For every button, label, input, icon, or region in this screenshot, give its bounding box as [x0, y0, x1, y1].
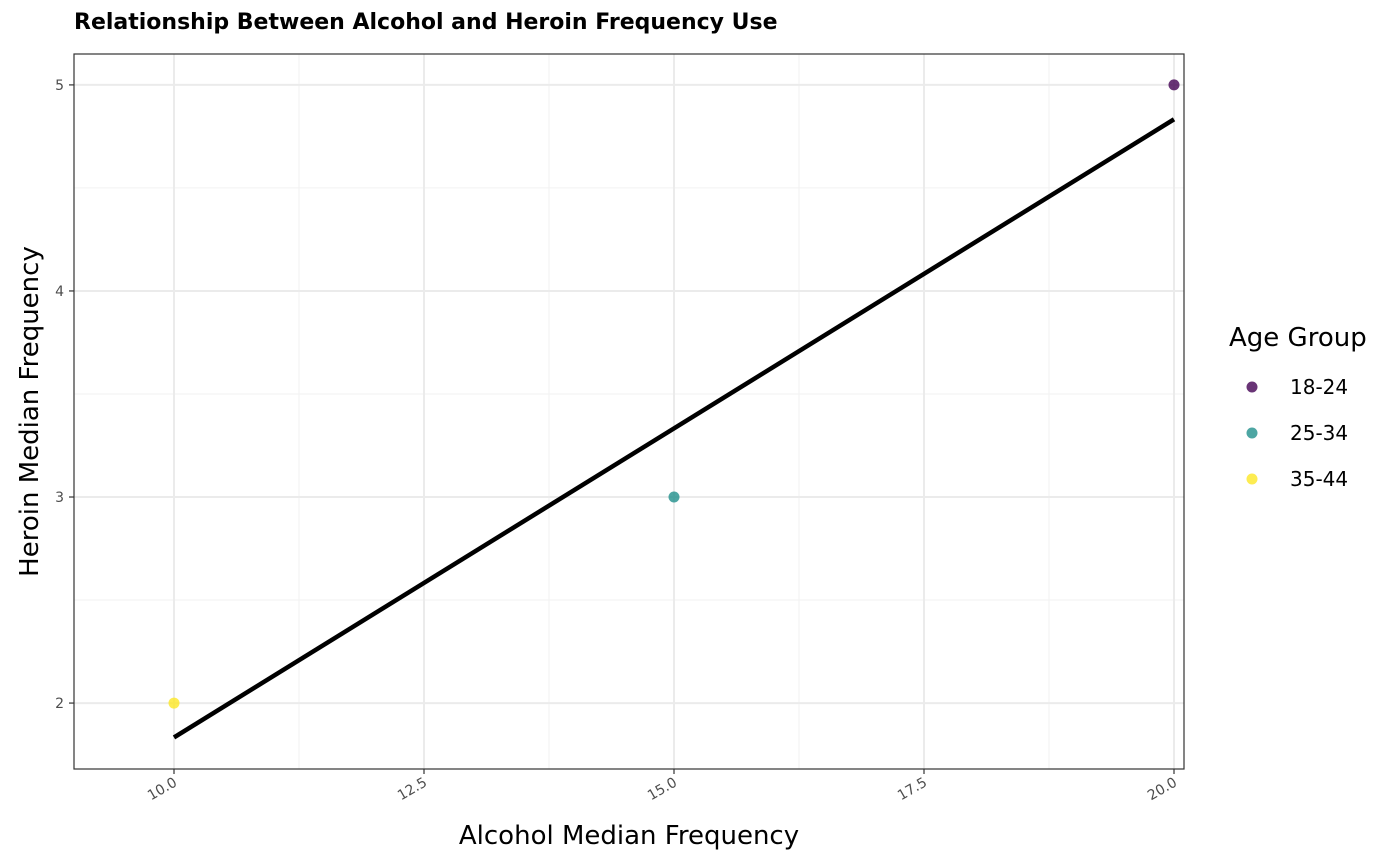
legend-title: Age Group: [1229, 323, 1367, 353]
data-point-25-34: [668, 491, 680, 503]
x-axis-title: Alcohol Median Frequency: [459, 821, 799, 851]
major-gridlines: [74, 54, 1184, 769]
legend-key-18-24: [1246, 381, 1258, 393]
x-axis-ticks: 10.0 12.5 15.0 17.5 20.0: [145, 769, 1180, 804]
x-tick-label: 10.0: [145, 775, 180, 804]
fit-line: [172, 117, 1176, 740]
y-tick-label: 5: [55, 78, 64, 94]
y-axis-ticks: 2 3 4 5: [55, 78, 74, 712]
legend-label-25-34: 25-34: [1290, 421, 1348, 445]
x-tick-label: 17.5: [895, 775, 930, 804]
y-tick-label: 3: [55, 490, 64, 506]
fit-line-layer: [172, 117, 1176, 740]
data-point-18-24: [1168, 79, 1180, 91]
y-tick-label: 4: [55, 284, 64, 300]
legend: Age Group 18-24 25-34 35-44: [1229, 323, 1367, 491]
data-point-35-44: [168, 697, 180, 709]
y-tick-label: 2: [55, 696, 64, 712]
legend-key-35-44: [1246, 473, 1258, 485]
x-tick-label: 20.0: [1145, 775, 1180, 804]
x-tick-label: 15.0: [645, 775, 680, 804]
legend-label-18-24: 18-24: [1290, 375, 1348, 399]
x-tick-label: 12.5: [395, 775, 430, 804]
chart-title: Relationship Between Alcohol and Heroin …: [74, 10, 778, 35]
minor-gridlines: [74, 54, 1184, 769]
data-points: [168, 79, 1180, 709]
legend-label-35-44: 35-44: [1290, 467, 1348, 491]
plot-panel-border: [73, 53, 1185, 770]
y-axis-title: Heroin Median Frequency: [15, 246, 45, 577]
legend-key-25-34: [1246, 427, 1258, 439]
